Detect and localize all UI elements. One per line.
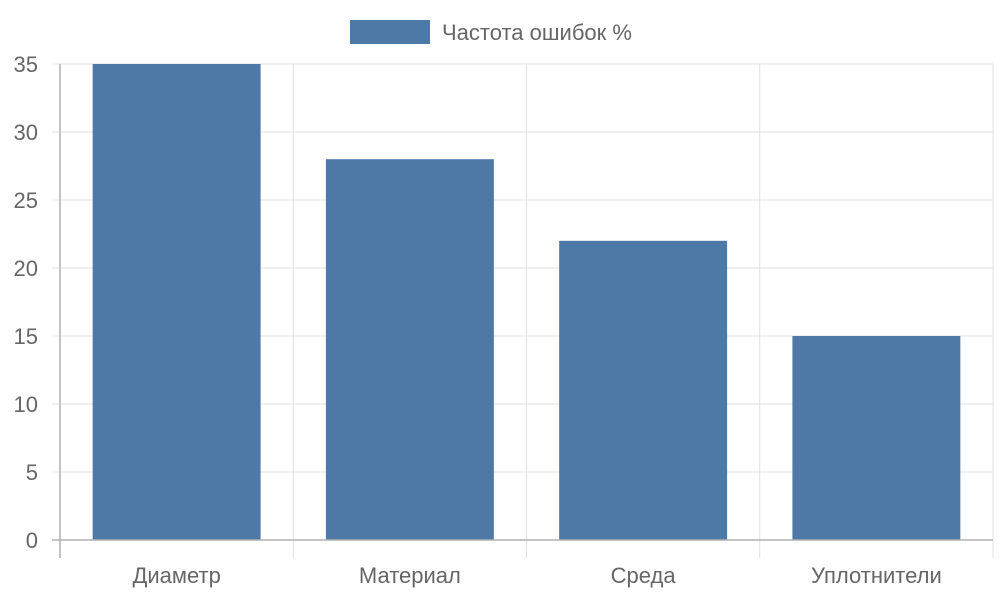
bar[interactable] [92, 64, 261, 540]
y-tick-label: 25 [14, 188, 38, 213]
y-tick-label: 0 [26, 528, 38, 553]
bar[interactable] [792, 336, 961, 540]
bar[interactable] [559, 240, 728, 541]
y-tick-label: 15 [14, 324, 38, 349]
x-tick-label: Уплотнители [811, 563, 942, 588]
x-tick-label: Среда [611, 563, 677, 588]
y-tick-label: 30 [14, 120, 38, 145]
bars [92, 64, 961, 541]
legend-swatch[interactable] [350, 20, 430, 44]
legend-label[interactable]: Частота ошибок % [442, 20, 632, 45]
bar[interactable] [325, 159, 494, 540]
x-tick-label: Диаметр [132, 563, 220, 588]
x-tick-labels: Диаметр Материал Среда Уплотнители [132, 563, 941, 588]
y-tick-label: 20 [14, 256, 38, 281]
y-tick-label: 10 [14, 392, 38, 417]
y-tick-label: 35 [14, 52, 38, 77]
legend[interactable]: Частота ошибок % [350, 20, 632, 45]
axes [52, 63, 994, 558]
y-tick-label: 5 [26, 460, 38, 485]
x-tick-label: Материал [359, 563, 461, 588]
y-tick-labels: 0 5 10 15 20 25 30 35 [14, 52, 38, 553]
